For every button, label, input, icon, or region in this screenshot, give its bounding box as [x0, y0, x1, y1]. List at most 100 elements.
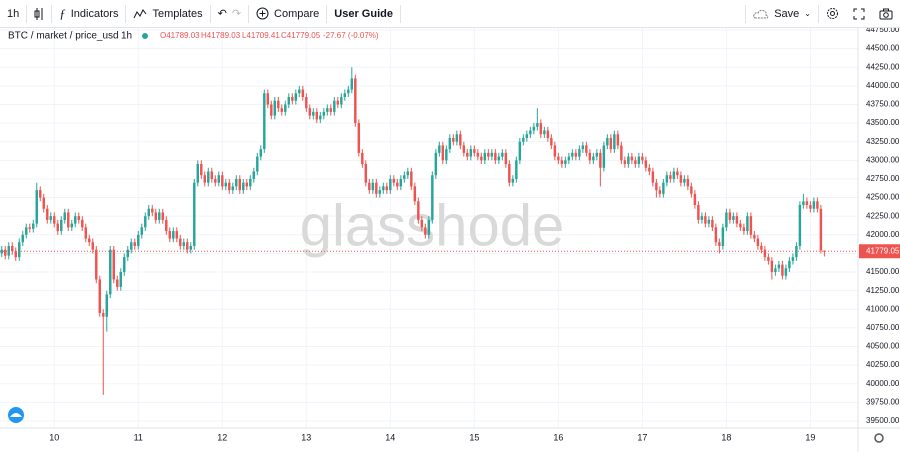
guide-button[interactable]: User Guide	[327, 0, 400, 28]
y-tick-label: 42000.00	[866, 230, 900, 239]
candle-body	[574, 152, 578, 157]
candle-body	[333, 100, 336, 112]
separator	[209, 4, 211, 23]
candle-body	[336, 100, 340, 105]
x-tick-label: 13	[301, 432, 311, 442]
compare-text[interactable]: Compare	[274, 7, 320, 20]
candle-body	[67, 212, 70, 228]
interval-text[interactable]: 1h	[7, 7, 20, 20]
candle-body	[707, 219, 711, 224]
undo-redo[interactable]: ↶ ↷	[211, 0, 248, 28]
candle-body	[697, 205, 700, 220]
candle-body	[676, 171, 679, 176]
candle-body	[770, 260, 774, 273]
x-tick-label: 11	[134, 432, 143, 442]
interval-button[interactable]: 1h	[0, 0, 26, 28]
candle-body	[557, 156, 560, 161]
save-text[interactable]: Save	[774, 7, 800, 20]
candle-body	[396, 182, 399, 187]
x-tick-label: 17	[637, 432, 647, 442]
candle-body	[644, 160, 648, 168]
templates-text[interactable]: Templates	[152, 7, 203, 20]
candle-body	[389, 178, 392, 191]
fullscreen-button[interactable]	[846, 0, 872, 28]
candle-body	[648, 167, 651, 172]
chart-type-button[interactable]	[27, 0, 51, 28]
candle-body	[791, 257, 795, 261]
candle-body	[245, 182, 249, 187]
candle-body	[130, 242, 133, 250]
candle-body	[413, 186, 417, 202]
candle-body	[476, 152, 480, 157]
templates-button[interactable]: Templates	[126, 0, 209, 28]
candle-body	[221, 175, 224, 187]
settings-icon[interactable]	[874, 433, 884, 443]
candle-body	[7, 245, 10, 256]
guide-text[interactable]: User Guide	[334, 7, 393, 20]
candle-body	[109, 249, 112, 295]
candle-body	[774, 268, 777, 273]
save-arrow[interactable]: ⌄	[804, 9, 811, 18]
candle-body	[753, 234, 756, 239]
candle-body	[70, 223, 73, 228]
indicators-text[interactable]: Indicators	[70, 7, 119, 20]
candle-body	[536, 123, 539, 127]
logo-button[interactable]	[8, 407, 24, 423]
candle-body	[739, 223, 742, 228]
candle-body	[350, 78, 354, 90]
candle-body	[501, 152, 504, 157]
x-tick-label: 10	[49, 432, 59, 442]
candle-body	[273, 100, 277, 116]
candle-body	[718, 242, 721, 246]
undo-icon[interactable]: ↶	[217, 8, 227, 20]
candle-body	[539, 123, 543, 135]
candle-body	[438, 145, 441, 153]
candle-body	[599, 152, 602, 168]
compare-button[interactable]: Compare	[249, 0, 326, 28]
redo-icon[interactable]: ↷	[231, 8, 242, 20]
candle-body	[480, 156, 483, 161]
candle-body	[735, 216, 739, 224]
candle-body	[585, 145, 588, 153]
candle-body	[242, 182, 245, 191]
separator	[125, 4, 127, 23]
candle-body	[56, 223, 59, 232]
y-tick-label: 44500.00	[866, 44, 900, 53]
templates-icon	[134, 8, 147, 18]
candle-body	[172, 231, 175, 239]
candle-body	[119, 272, 122, 287]
last-price-label: 41779.05	[866, 246, 900, 255]
settings-button[interactable]	[874, 433, 884, 443]
candle-body	[511, 178, 515, 183]
candle-body	[606, 137, 609, 146]
candle-body	[711, 219, 714, 228]
candle-body	[781, 264, 784, 276]
candle-body	[581, 145, 585, 150]
settings-top-button[interactable]	[819, 0, 846, 28]
candle-body	[49, 216, 52, 220]
candle-body	[627, 156, 630, 165]
candle-body	[483, 152, 487, 161]
candle-body	[25, 227, 28, 235]
separator	[326, 4, 328, 23]
candle-body	[550, 137, 553, 146]
candle-body	[95, 249, 98, 280]
y-tick-label: 43000.00	[866, 155, 900, 164]
save-button[interactable]: Save ⌄	[746, 0, 818, 28]
y-tick-label: 40750.00	[866, 323, 900, 332]
cloud-icon	[753, 9, 769, 18]
indicators-button[interactable]: ƒ Indicators	[52, 0, 125, 28]
candle-body	[375, 182, 378, 194]
snapshot-button[interactable]	[872, 0, 900, 28]
candle-body	[266, 93, 270, 105]
y-tick-label: 41500.00	[866, 267, 900, 276]
candle-body	[809, 205, 812, 209]
candle-body	[203, 175, 207, 183]
candle-body	[4, 249, 7, 256]
legend-interval: 1h	[121, 31, 132, 42]
y-tick-label: 42500.00	[866, 193, 900, 202]
candle-body	[361, 152, 364, 165]
compare-icon	[256, 7, 269, 20]
candle-body	[795, 245, 798, 258]
candle-body	[609, 137, 613, 150]
